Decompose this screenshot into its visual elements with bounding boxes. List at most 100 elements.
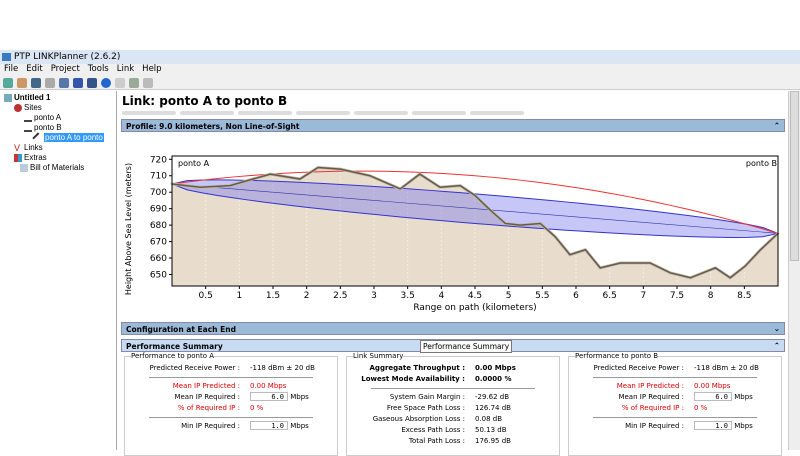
perf-ponto-b: Performance to ponto B Predicted Receive … <box>568 352 782 456</box>
tree-links[interactable]: V Links <box>14 142 43 153</box>
y-tick-label: 690 <box>150 205 167 215</box>
x-tick-label: 2.5 <box>333 291 347 301</box>
row-value: 1.0 Mbps <box>688 421 777 432</box>
row-value: 0 % <box>688 403 777 414</box>
tree-site-b[interactable]: ponto B <box>0 123 116 133</box>
y-tick-label: 680 <box>150 221 167 231</box>
unit-label: Mbps <box>290 393 309 401</box>
menu-help[interactable]: Help <box>142 64 162 74</box>
tree-sites[interactable]: Sites <box>0 103 116 113</box>
flag-icon[interactable] <box>87 78 97 88</box>
row-value: -29.62 dB <box>475 393 510 401</box>
tab[interactable] <box>122 111 176 115</box>
report-icon[interactable] <box>115 78 125 88</box>
menu-edit[interactable]: Edit <box>26 64 43 74</box>
ip-input[interactable]: 1.0 <box>694 421 732 430</box>
tools-icon[interactable] <box>129 78 139 88</box>
x-tick-label: 5.5 <box>535 291 549 301</box>
value-text: -118 dBm ± 20 dB <box>694 364 759 372</box>
row-value: 0.00 Mbps <box>688 381 777 392</box>
tree-extras[interactable]: Extras <box>0 153 116 163</box>
profile-chart: 0.5 1 1.5 2 2.5 3 3.5 4 4.5 5 5.5 6 6.5 7 7.5 8 8.5 650 66… <box>121 132 785 318</box>
perf-row: Min IP Required : 1.0 Mbps <box>129 421 333 432</box>
divider <box>371 388 535 389</box>
vertical-scrollbar[interactable] <box>788 91 800 450</box>
terrain-fill <box>172 167 778 286</box>
row-label: Mean IP Required : <box>618 393 684 401</box>
row-label: Mean IP Required : <box>174 393 240 401</box>
project-icon <box>4 93 12 102</box>
menu-link[interactable]: Link <box>116 64 135 74</box>
window-title: PTP LINKPlanner (2.6.2) <box>14 52 121 62</box>
open-icon[interactable] <box>17 78 27 88</box>
link-icon <box>32 132 44 144</box>
new-project-icon[interactable] <box>3 78 13 88</box>
row-label: System Gain Margin : <box>389 393 465 401</box>
ip-input[interactable]: 6.0 <box>250 392 288 401</box>
perf-row: Predicted Receive Power : -118 dBm ± 20 d… <box>573 363 777 374</box>
row-label: Excess Path Loss : <box>401 426 465 434</box>
x-tick-label: 6 <box>573 291 579 301</box>
link-summary: Link Summary Aggregate Throughput :0.00 M… <box>346 352 560 456</box>
delete-icon[interactable] <box>73 78 83 88</box>
profile-svg: 0.5 1 1.5 2 2.5 3 3.5 4 4.5 5 5.5 6 6.5 7 7.5 8 8.5 650 66… <box>124 155 780 313</box>
y-tick-label: 710 <box>150 172 167 182</box>
x-tick-label: 1.5 <box>266 291 280 301</box>
row-value: 0.00 Mbps <box>244 381 333 392</box>
add-link-icon[interactable] <box>59 78 69 88</box>
main-panel: Link: ponto A to ponto B Profile: 9.0 ki… <box>118 91 788 456</box>
tab[interactable] <box>238 111 292 115</box>
line-of-sight <box>171 183 779 234</box>
save-icon[interactable] <box>31 78 41 88</box>
row-label: Mean IP Predicted : <box>616 382 684 390</box>
collapse-icon[interactable]: ⌃ <box>773 121 780 130</box>
row-value: 6.0 Mbps <box>688 392 777 403</box>
row-label: % of Required IP : <box>177 404 240 412</box>
tree-site-a[interactable]: ponto A <box>0 113 116 123</box>
menu-file[interactable]: File <box>4 64 19 74</box>
y-tick-label: 700 <box>150 188 167 198</box>
scrollbar-thumb[interactable] <box>790 91 799 261</box>
tab[interactable] <box>412 111 466 115</box>
menu-tools[interactable]: Tools <box>87 64 109 74</box>
summary-row: Lowest Mode Availability : 0.0000 % <box>351 374 555 385</box>
tab[interactable] <box>296 111 350 115</box>
row-value: 0.08 dB <box>475 415 503 423</box>
tab[interactable] <box>470 111 524 115</box>
y-tick-label: 670 <box>150 238 167 248</box>
row-label: Lowest Mode Availability : <box>361 375 465 383</box>
row-label: % of Required IP : <box>621 404 684 412</box>
tree-bom[interactable]: Bill of Materials <box>0 163 116 173</box>
ip-input[interactable]: 6.0 <box>694 392 732 401</box>
tower-icon <box>24 114 32 122</box>
tree-root[interactable]: Untitled 1 <box>0 93 116 103</box>
row-label: Total Path Loss : <box>408 437 465 445</box>
add-site-icon[interactable] <box>45 78 55 88</box>
perf-ponto-a: Performance to ponto A Predicted Receive … <box>124 352 338 456</box>
y-tick-label: 660 <box>150 254 167 264</box>
expand-icon[interactable]: ⌄ <box>773 324 780 333</box>
x-tick-label: 7.5 <box>670 291 684 301</box>
collapse-icon[interactable]: ⌃ <box>773 341 780 350</box>
table-icon[interactable] <box>143 78 153 88</box>
x-tick-label: 3.5 <box>401 291 415 301</box>
perf-row: Min IP Required : 1.0 Mbps <box>573 421 777 432</box>
profile-header[interactable]: Profile: 9.0 kilometers, Non Line-of-Sig… <box>121 119 785 132</box>
tab[interactable] <box>180 111 234 115</box>
x-tick-label: 4.5 <box>468 291 482 301</box>
tree-link[interactable]: ponto A to ponto <box>0 132 116 144</box>
menu-project[interactable]: Project <box>50 64 80 74</box>
x-tick-label: 4 <box>438 291 444 301</box>
unit-label: Mbps <box>734 422 753 430</box>
config-header[interactable]: Configuration at Each End ⌄ <box>121 322 785 335</box>
left-site-label: ponto A <box>178 159 210 168</box>
x-tick-label: 7 <box>640 291 646 301</box>
perf-row: Predicted Receive Power : -118 dBm ± 20 d… <box>129 363 333 374</box>
tab[interactable] <box>354 111 408 115</box>
ip-input[interactable]: 1.0 <box>250 421 288 430</box>
summary-row: Excess Path Loss : 50.13 dB <box>351 425 555 436</box>
row-value: -118 dBm ± 20 dB <box>244 363 333 374</box>
row-value: 126.74 dB <box>475 404 511 412</box>
summary-row: Gaseous Absorption Loss : 0.08 dB <box>351 414 555 425</box>
globe-icon[interactable] <box>101 78 111 88</box>
